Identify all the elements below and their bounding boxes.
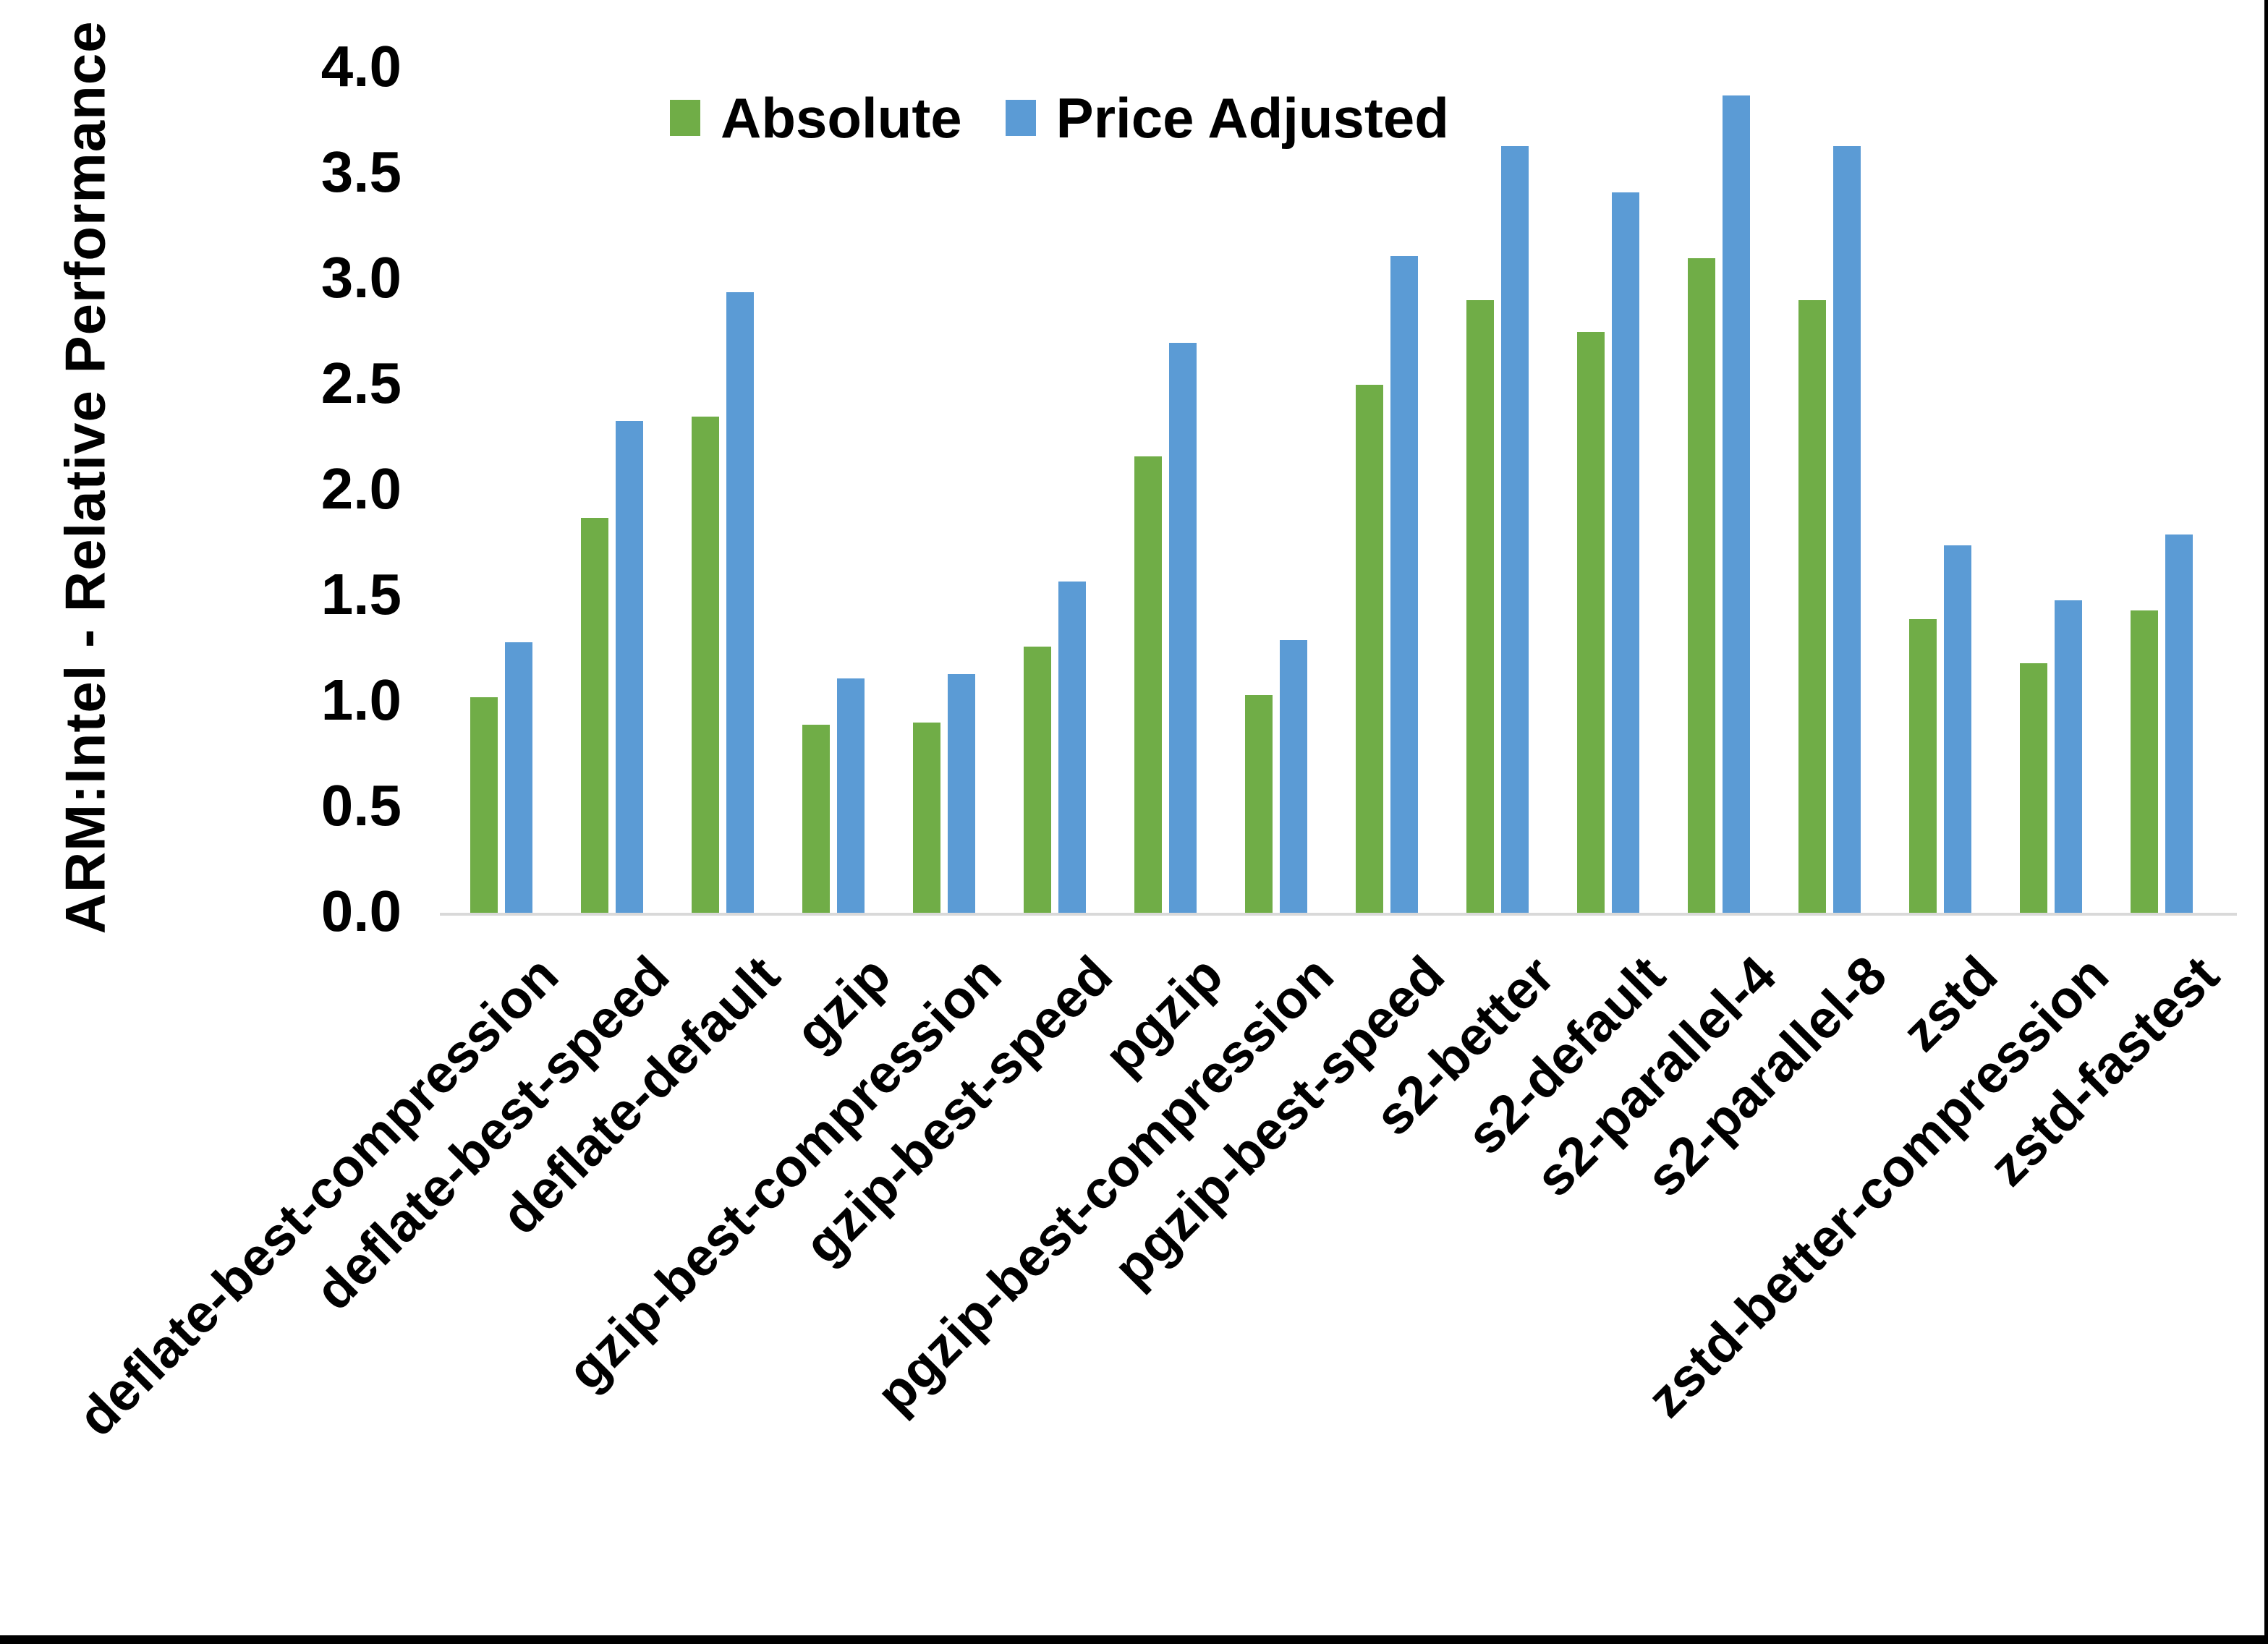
bar-absolute-zstd-fastest (2131, 610, 2158, 913)
bar-price-adjusted-zstd-fastest (2165, 534, 2193, 913)
bar-price-adjusted-deflate-default (726, 291, 754, 913)
screenshot-right-border (2264, 0, 2268, 1644)
bar-absolute-gzip-best-speed (1024, 647, 1051, 913)
bar-absolute-pgzip (1134, 456, 1162, 913)
legend: Absolute Price Adjusted (670, 86, 1449, 150)
legend-swatch-price-adjusted-icon (1005, 100, 1036, 136)
y-tick-1.0: 1.0 (320, 668, 402, 732)
bar-price-adjusted-pgzip-best-compression (1280, 640, 1307, 913)
y-tick-4.0: 4.0 (320, 34, 402, 98)
legend-item-absolute: Absolute (670, 86, 962, 150)
legend-label-price-adjusted: Price Adjusted (1056, 86, 1449, 150)
y-tick-2.0: 2.0 (320, 456, 402, 521)
bar-price-adjusted-s2-parallel-8 (1833, 146, 1861, 913)
bar-absolute-zstd-better-compression (2020, 663, 2047, 913)
bar-price-adjusted-zstd-better-compression (2055, 600, 2082, 913)
y-tick-1.5: 1.5 (320, 562, 402, 626)
y-tick-0.5: 0.5 (320, 773, 402, 838)
bar-price-adjusted-deflate-best-speed (616, 420, 643, 913)
bar-absolute-s2-better (1466, 300, 1494, 913)
bar-price-adjusted-deflate-best-compression (505, 642, 532, 913)
bar-price-adjusted-gzip (837, 678, 865, 913)
bar-price-adjusted-gzip-best-compression (948, 674, 975, 913)
x-axis-line (440, 913, 2237, 916)
bar-absolute-deflate-default (692, 416, 719, 913)
bar-absolute-deflate-best-speed (581, 517, 608, 913)
bar-price-adjusted-s2-parallel-4 (1723, 95, 1750, 913)
bar-price-adjusted-zstd (1944, 545, 1971, 913)
bar-price-adjusted-s2-better (1501, 146, 1529, 913)
bar-absolute-gzip-best-compression (913, 723, 940, 913)
legend-item-price-adjusted: Price Adjusted (1005, 86, 1449, 150)
y-axis-title: ARM:Intel - Relative Performance (53, 20, 117, 934)
legend-label-absolute: Absolute (721, 86, 962, 150)
bar-absolute-deflate-best-compression (470, 697, 498, 913)
bar-absolute-s2-parallel-8 (1798, 300, 1826, 913)
screenshot-bottom-border (0, 1635, 2268, 1644)
bar-price-adjusted-s2-default (1612, 192, 1639, 913)
bar-absolute-zstd (1909, 619, 1937, 913)
legend-swatch-absolute-icon (670, 100, 700, 136)
bar-price-adjusted-pgzip-best-speed (1390, 255, 1418, 913)
bar-price-adjusted-gzip-best-speed (1058, 581, 1086, 913)
bar-absolute-pgzip-best-speed (1356, 385, 1383, 913)
bar-absolute-s2-default (1577, 332, 1605, 913)
y-tick-3.5: 3.5 (320, 140, 402, 204)
bar-price-adjusted-pgzip (1169, 342, 1197, 913)
x-label-deflate-best-compression: deflate-best-compression (67, 944, 570, 1448)
y-tick-2.5: 2.5 (320, 351, 402, 415)
bar-absolute-s2-parallel-4 (1688, 257, 1715, 913)
bar-absolute-gzip (802, 725, 830, 913)
y-tick-3.0: 3.0 (320, 245, 402, 310)
y-tick-0.0: 0.0 (320, 879, 402, 943)
bar-absolute-pgzip-best-compression (1245, 695, 1273, 913)
